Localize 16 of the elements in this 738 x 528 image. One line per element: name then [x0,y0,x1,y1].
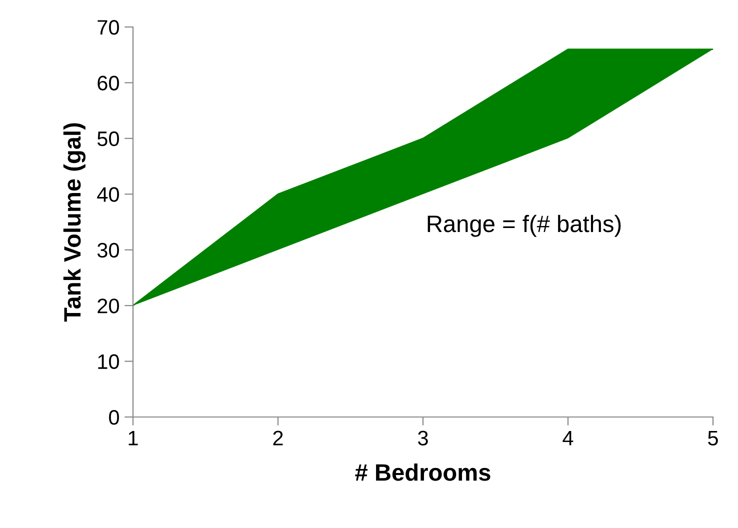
y-tick-label: 40 [97,187,119,202]
x-tick-label: 1 [128,430,138,446]
x-axis-title: # Bedrooms [355,464,490,481]
x-tick-label: 5 [708,430,718,446]
y-tick-label: 0 [109,410,119,425]
y-axis-title: Tank Volume (gal) [63,123,86,322]
y-tick-label: 70 [98,20,119,35]
y-tick-label: 50 [97,131,119,146]
y-tick-label: 60 [98,76,119,90]
x-tick-label: 4 [562,430,574,446]
y-tick-label: 20 [98,298,119,314]
y-tick-label: 30 [97,242,119,258]
x-tick-label: 2 [273,430,283,446]
x-tick-label: 3 [418,430,428,446]
y-tick-label: 10 [98,354,119,370]
annotation: Range = f(# baths) [428,214,621,237]
